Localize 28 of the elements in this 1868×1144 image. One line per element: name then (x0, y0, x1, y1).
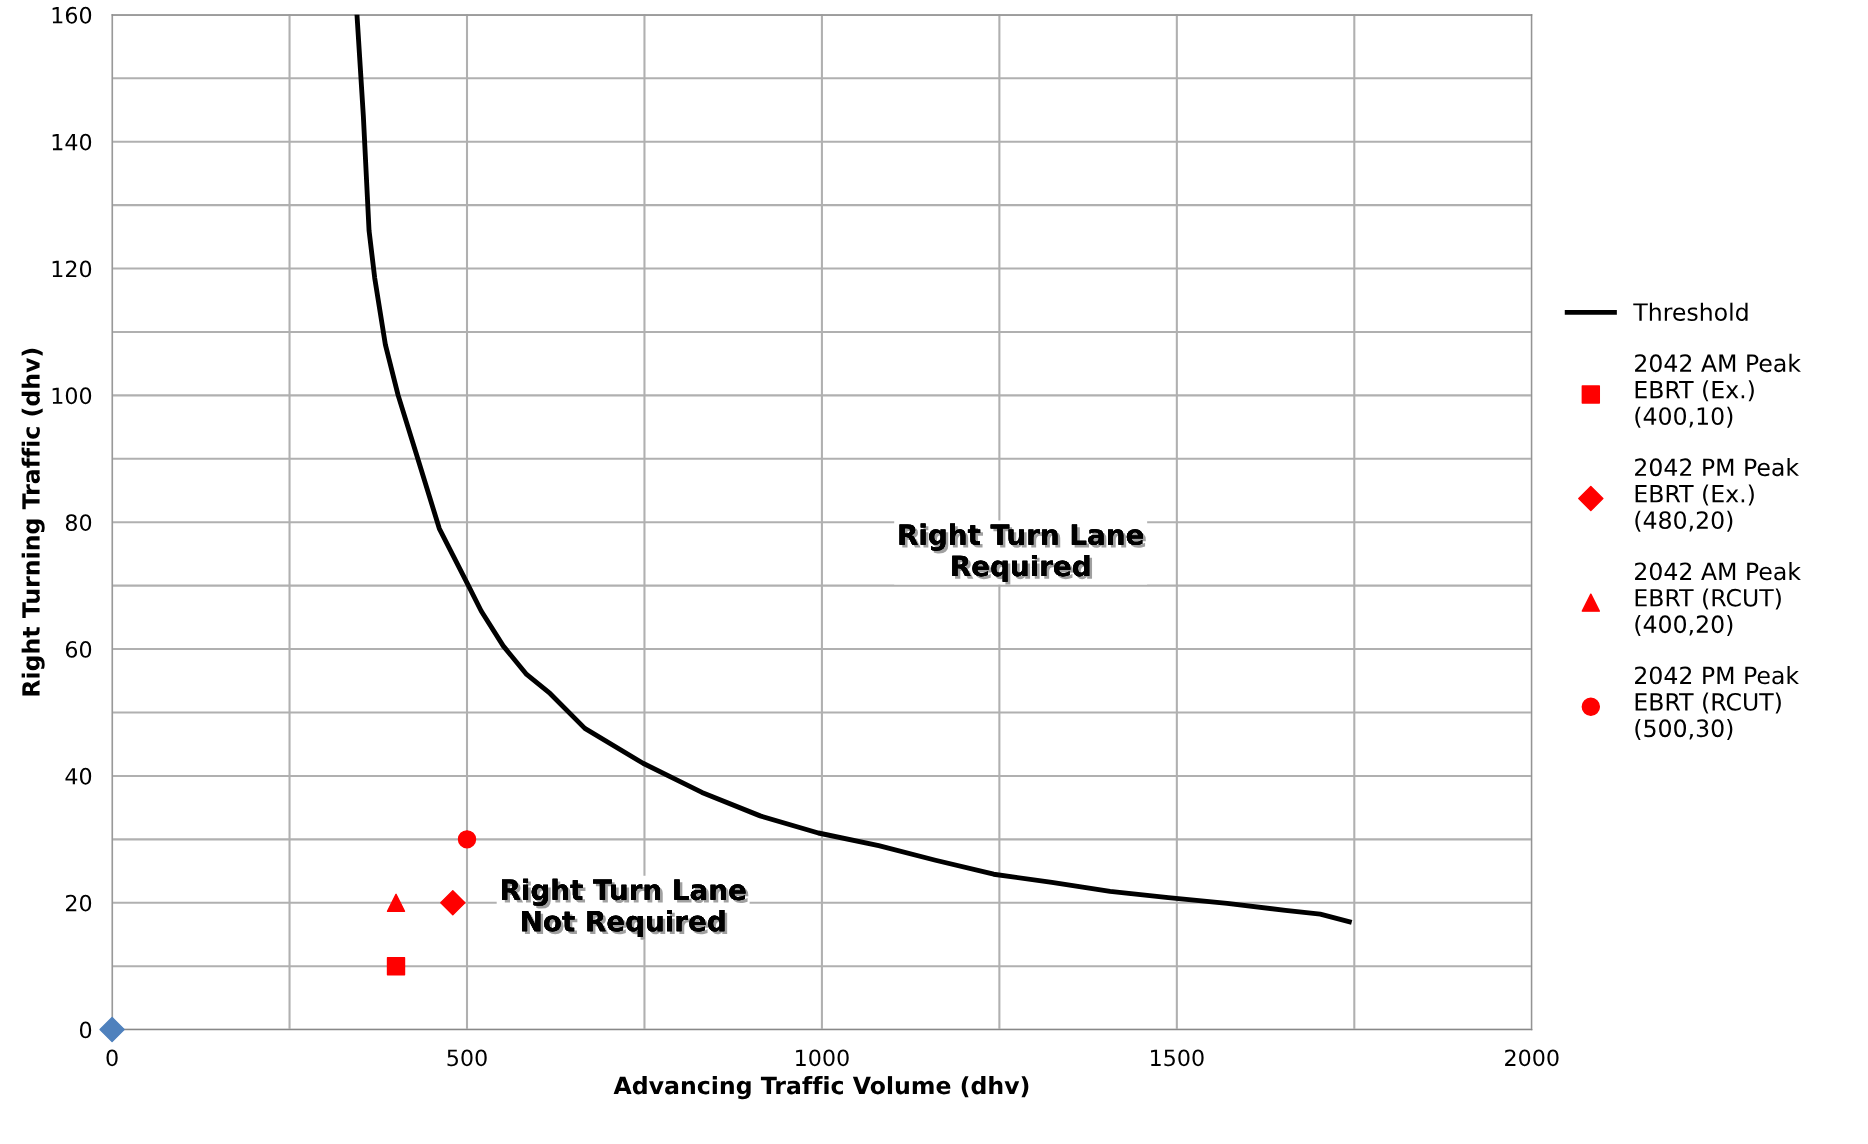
point (386, 893, 406, 912)
y-tick-label: 160 (52, 6, 92, 24)
y-tick-label: 100 (52, 387, 92, 405)
legend-label: 2042 PM Peak EBRT (RCUT) (500,30) (1635, 666, 1800, 740)
y-tick-label: 40 (65, 767, 92, 785)
legend-label: Threshold (1633, 302, 1748, 321)
y-tick-label: 140 (52, 133, 92, 151)
legend-label: 2042 AM Peak EBRT (Ex.) (400,10) (1635, 353, 1801, 428)
annotation: Right Turn Lane Required (899, 523, 1146, 585)
x-axis-title: Advancing Traffic Volume (dhv) (613, 1076, 1029, 1100)
y-tick-label: 60 (65, 641, 92, 658)
x-tick-label: 0 (106, 1049, 118, 1067)
x-tick-label: 2000 (1505, 1049, 1559, 1067)
y-tick-label: 120 (52, 260, 92, 278)
point (386, 956, 406, 976)
annotation: Right Turn Lane Not Required (502, 878, 749, 940)
point (440, 890, 466, 916)
y-tick-label: 80 (65, 514, 92, 531)
x-tick-label: 1500 (1151, 1049, 1204, 1067)
x-tick-label: 1000 (796, 1049, 849, 1067)
point (457, 830, 477, 849)
x-tick-label: 500 (447, 1049, 487, 1067)
y-tick-label: 20 (65, 894, 92, 912)
legend-label: 2042 PM Peak EBRT (Ex.) (480,20) (1635, 457, 1800, 532)
y-axis-title: Right Turning Traffic (dhv) (21, 348, 45, 696)
legend-label: 2042 AM Peak EBRT (RCUT) (400,20) (1635, 561, 1801, 636)
point (99, 1016, 125, 1043)
y-tick-label: 0 (79, 1021, 92, 1039)
